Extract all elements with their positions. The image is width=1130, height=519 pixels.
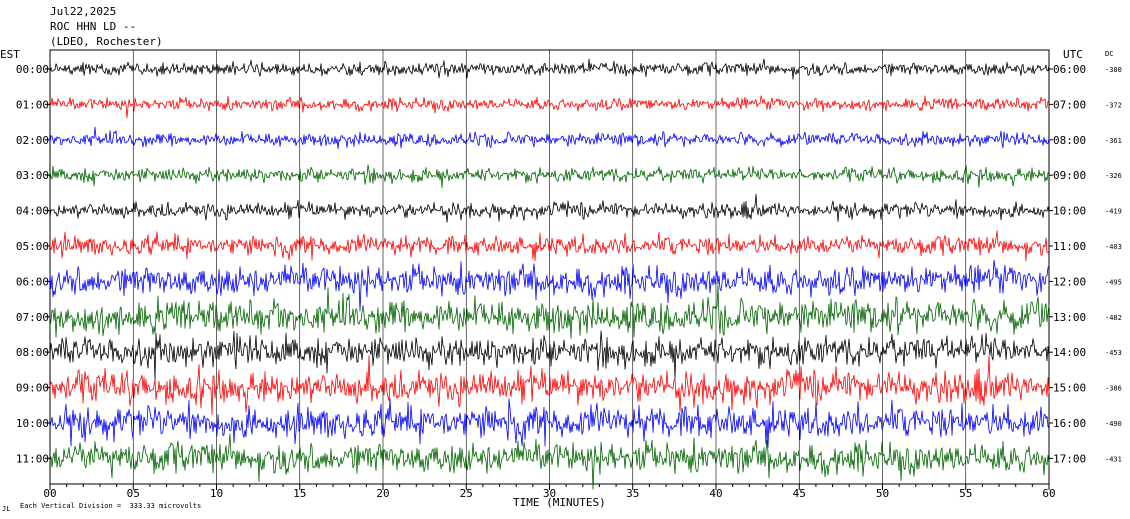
seismic-trace-0700 [49,285,1050,339]
label-layer: 00 05 10 15 20 25 30 35 40 45 50 55 60 00:00 06:00 -380… [16,63,1122,500]
est-hour-label: 07:00 [16,311,49,324]
dc-offset-label: -326 [1105,172,1122,180]
x-tick-label: 15 [293,487,306,500]
seismic-trace-0500 [49,230,1050,262]
header-date: Jul22,2025 [50,5,117,18]
x-tick-label: 05 [127,487,140,500]
x-tick-label: 35 [626,487,639,500]
utc-hour-label: 13:00 [1053,311,1086,324]
dc-offset-label: -372 [1105,101,1122,109]
x-tick-label: 25 [460,487,473,500]
dc-offset-label: -431 [1105,455,1122,463]
est-hour-label: 10:00 [16,417,49,430]
dc-offset-label: -361 [1105,137,1122,145]
utc-hour-label: 12:00 [1053,275,1086,288]
est-hour-label: 06:00 [16,275,49,288]
x-tick-label: 10 [210,487,223,500]
utc-hour-label: 14:00 [1053,346,1086,359]
est-hour-label: 04:00 [16,205,49,218]
dc-offset-label: -419 [1105,208,1122,216]
est-hour-label: 11:00 [16,452,49,465]
seismic-trace-1100 [49,433,1050,490]
x-tick-label: 50 [876,487,889,500]
seismic-trace-0100 [49,95,1050,119]
est-hour-label: 03:00 [16,169,49,182]
utc-hour-label: 16:00 [1053,417,1086,430]
right-axis-title: UTC [1063,48,1083,61]
seismic-trace-0300 [49,164,1050,189]
header-network: (LDEO, Rochester) [50,35,163,48]
utc-hour-label: 15:00 [1053,382,1086,395]
x-tick-label: 00 [43,487,56,500]
est-hour-label: 00:00 [16,63,49,76]
x-tick-label: 30 [543,487,556,500]
trace-layer [49,58,1050,490]
grid-layer [46,49,1053,490]
dc-offset-label: -403 [1105,243,1122,251]
dc-offset-label: -380 [1105,66,1122,74]
utc-hour-label: 08:00 [1053,134,1086,147]
utc-hour-label: 10:00 [1053,205,1086,218]
x-tick-label: 20 [376,487,389,500]
seismic-trace-0800 [49,330,1050,381]
header-station: ROC HHN LD -- [50,20,137,33]
dc-column-title: DC [1105,50,1114,58]
seismic-trace-0400 [49,193,1050,223]
seismic-trace-0200 [49,126,1050,150]
dc-offset-label: -495 [1105,278,1122,286]
seismic-trace-0600 [49,259,1050,312]
seismic-trace-1000 [49,398,1050,448]
est-hour-label: 01:00 [16,98,49,111]
scale-text: Each Vertical Division = 333.33 microvol… [20,502,202,510]
utc-hour-label: 11:00 [1053,240,1086,253]
logo-mark: JL [2,505,11,513]
dc-offset-label: -453 [1105,349,1122,357]
x-tick-label: 60 [1042,487,1055,500]
x-tick-label: 40 [709,487,722,500]
est-hour-label: 08:00 [16,346,49,359]
est-hour-label: 02:00 [16,134,49,147]
x-tick-label: 45 [793,487,806,500]
x-axis-label: TIME (MINUTES) [513,496,606,509]
est-hour-label: 09:00 [16,382,49,395]
left-axis-title: EST [0,48,20,61]
est-hour-label: 05:00 [16,240,49,253]
dc-offset-label: -386 [1105,385,1122,393]
utc-hour-label: 07:00 [1053,98,1086,111]
utc-hour-label: 17:00 [1053,452,1086,465]
seismic-trace-0900 [49,355,1050,416]
utc-hour-label: 09:00 [1053,169,1086,182]
dc-offset-label: -490 [1105,420,1122,428]
dc-offset-label: -482 [1105,314,1122,322]
x-tick-label: 55 [959,487,972,500]
seismic-trace-0000 [49,58,1050,80]
utc-hour-label: 06:00 [1053,63,1086,76]
